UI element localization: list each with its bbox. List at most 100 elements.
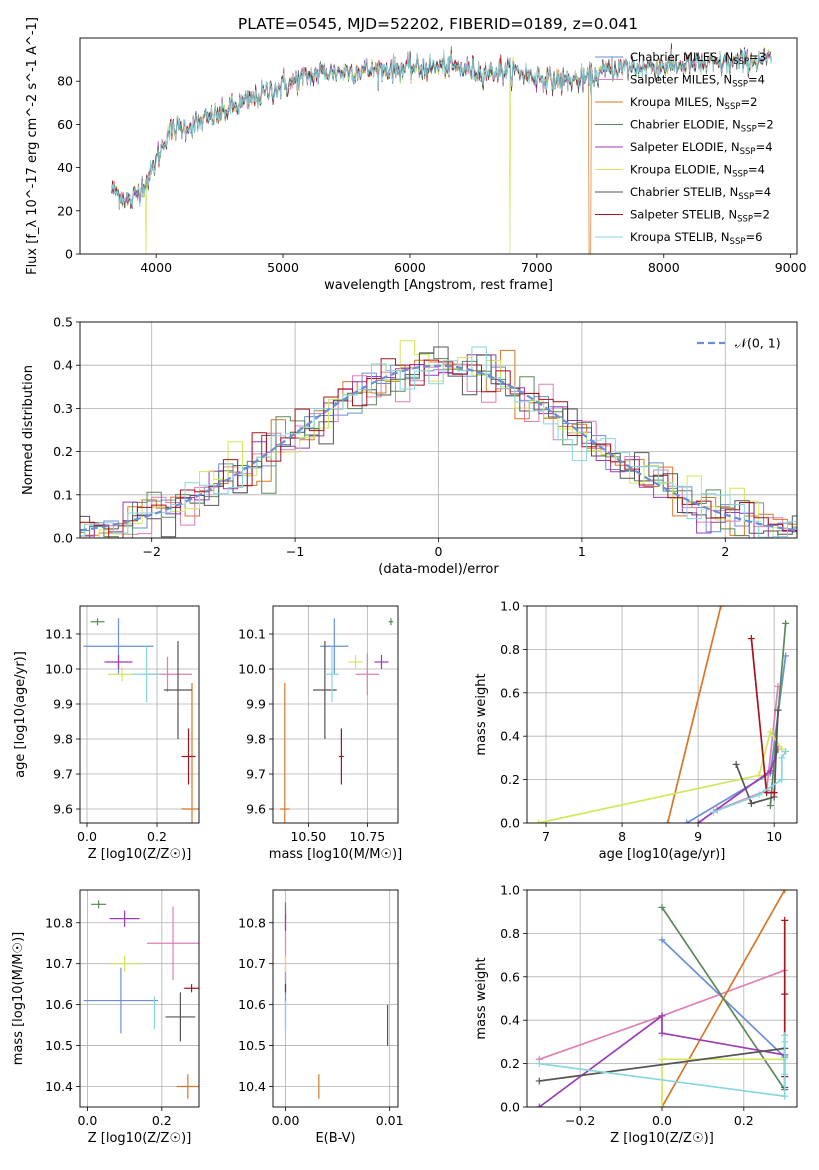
y-tick-label: 0.6 bbox=[500, 969, 520, 984]
x-tick-label: 0.2 bbox=[734, 1113, 754, 1128]
x-tick-label: 9000 bbox=[775, 260, 807, 275]
weight-marker bbox=[683, 819, 691, 823]
weight-lines bbox=[535, 890, 789, 1107]
weight-vs-age-panel: 7 8 9 10 0.0 0.2 0.4 0.6 0.8 1.0 age [log10(age/yr… bbox=[474, 599, 798, 862]
weight-marker bbox=[766, 767, 774, 775]
x-tick-label: 10.75 bbox=[349, 829, 385, 844]
histogram-salpeter-elodie bbox=[80, 354, 797, 538]
x-axis-label: wavelength [Angstrom, rest frame] bbox=[324, 278, 553, 293]
spectrum-panel: 4000 5000 6000 7000 8000 9000 0 20 40 60 80 wavelen… bbox=[25, 17, 807, 293]
errorbar-salpeter-elodie bbox=[109, 910, 140, 927]
weight-marker bbox=[755, 791, 763, 799]
y-tick-label: 9.9 bbox=[246, 697, 266, 712]
legend-subscript: SSP bbox=[741, 125, 757, 135]
errorbar-salpeter-stelib bbox=[181, 728, 196, 785]
weight-marker bbox=[535, 1103, 543, 1107]
weight-marker bbox=[781, 1092, 789, 1100]
weight-marker bbox=[778, 776, 786, 784]
weight-line-kroupa-miles bbox=[666, 606, 722, 823]
y-tick-label: 10.0 bbox=[45, 662, 73, 677]
y-tick-label: 9.6 bbox=[53, 802, 73, 817]
legend-entry: 𝒩(0, 1) bbox=[735, 336, 781, 351]
errorbar-kroupa-miles bbox=[280, 683, 290, 823]
errorbar-points bbox=[83, 618, 199, 823]
grid-lines bbox=[273, 890, 398, 1107]
errorbar-kroupa-miles bbox=[176, 1074, 199, 1099]
x-tick-label: 0.2 bbox=[147, 829, 167, 844]
weight-marker bbox=[781, 990, 789, 998]
legend-entry: Chabrier ELODIE, NSSP=2 bbox=[630, 118, 774, 135]
x-tick-label: 4000 bbox=[140, 260, 172, 275]
weight-marker bbox=[781, 890, 789, 894]
y-tick-label: 40 bbox=[57, 160, 73, 175]
x-tick-label: 9 bbox=[694, 829, 702, 844]
weight-marker bbox=[778, 754, 786, 762]
errorbar-chabrier-elodie bbox=[388, 618, 394, 626]
grid-lines bbox=[80, 321, 797, 539]
y-tick-label: 0.3 bbox=[53, 401, 73, 416]
weight-marker bbox=[534, 819, 542, 823]
weight-marker bbox=[766, 802, 774, 810]
grid-lines bbox=[527, 605, 797, 824]
y-tick-label: 9.7 bbox=[53, 767, 73, 782]
y-tick-label: 0.2 bbox=[500, 1056, 520, 1071]
legend-value: =2 bbox=[740, 95, 757, 109]
weight-line-kroupa-elodie bbox=[538, 729, 783, 823]
y-tick-label: 10.1 bbox=[45, 627, 73, 642]
errorbar-salpeter-miles bbox=[146, 906, 199, 981]
x-tick-label: −0.2 bbox=[565, 1113, 595, 1128]
y-tick-label: 0.8 bbox=[500, 926, 520, 941]
x-axis-label: Z [log10(Z/Z☉)] bbox=[88, 1131, 192, 1146]
axes-frame bbox=[79, 889, 200, 1108]
y-tick-label: 0.4 bbox=[53, 358, 73, 373]
y-axis-label: age [log10(age/yr)] bbox=[13, 651, 28, 778]
x-axis-label: mass [log10(M/M☉)] bbox=[269, 847, 402, 862]
legend-subscript: SSP bbox=[730, 237, 746, 247]
y-tick-label: 1.0 bbox=[500, 883, 520, 898]
errorbar-chabrier-miles bbox=[83, 967, 159, 1034]
x-axis-label: Z [log10(Z/Z☉)] bbox=[610, 1131, 714, 1146]
weight-marker bbox=[747, 635, 755, 643]
x-tick-label: −2 bbox=[142, 544, 160, 559]
weight-marker bbox=[658, 1055, 666, 1063]
legend-entry: Salpeter ELODIE, NSSP=4 bbox=[630, 140, 773, 157]
age-vs-mass-panel: 10.50 10.75 9.6 9.7 9.8 9.9 10.0 10.1 mass [log1… bbox=[238, 605, 402, 862]
errorbar-salpeter-elodie bbox=[374, 655, 389, 669]
x-tick-label: 7 bbox=[542, 829, 550, 844]
grid-lines bbox=[273, 606, 398, 823]
weight-marker bbox=[781, 1070, 789, 1078]
legend-entry: Salpeter STELIB, NSSP=2 bbox=[630, 208, 770, 225]
weight-marker bbox=[717, 606, 725, 610]
weight-marker bbox=[658, 1103, 666, 1107]
weight-lines bbox=[534, 606, 790, 823]
figure-title: PLATE=0545, MJD=52202, FIBERID=0189, z=0… bbox=[238, 15, 638, 33]
histogram-salpeter-stelib bbox=[80, 358, 797, 538]
x-axis-label: age [log10(age/yr)] bbox=[599, 847, 726, 862]
errorbar-chabrier-stelib bbox=[165, 992, 196, 1042]
y-tick-label: 0.0 bbox=[53, 531, 73, 546]
y-tick-label: 10.8 bbox=[238, 915, 266, 930]
legend-value: =4 bbox=[756, 140, 773, 154]
mass-vs-extinction-panel: 0.00 0.01 10.4 10.5 10.6 10.7 10.8 E(B-V) bbox=[238, 889, 404, 1146]
x-tick-label: 0 bbox=[435, 544, 443, 559]
x-tick-label: 6000 bbox=[394, 260, 426, 275]
x-tick-label: 0.00 bbox=[272, 1113, 300, 1128]
y-tick-label: 10.4 bbox=[238, 1079, 266, 1094]
weight-marker bbox=[755, 771, 763, 779]
spectrum-legend: Chabrier MILES, NSSP=3 Salpeter MILES, NS… bbox=[595, 50, 774, 247]
weight-marker bbox=[782, 747, 790, 755]
weight-marker bbox=[535, 1077, 543, 1085]
x-axis-label: (data-model)/error bbox=[378, 562, 499, 577]
weight-marker bbox=[781, 1038, 789, 1046]
x-tick-label: 7000 bbox=[521, 260, 553, 275]
errorbar-kroupa-stelib bbox=[324, 646, 340, 703]
errorbar-points bbox=[83, 900, 199, 1099]
legend-entry: Chabrier MILES, NSSP=3 bbox=[630, 50, 766, 67]
y-tick-label: 10.4 bbox=[45, 1079, 73, 1094]
y-tick-label: 20 bbox=[57, 203, 73, 218]
weight-line-chabrier-stelib bbox=[735, 710, 779, 805]
errorbar-kroupa-miles bbox=[181, 683, 199, 823]
legend-entry: Kroupa ELODIE, NSSP=4 bbox=[630, 163, 765, 180]
x-tick-label: 1 bbox=[578, 544, 586, 559]
axes-frame bbox=[272, 889, 399, 1108]
